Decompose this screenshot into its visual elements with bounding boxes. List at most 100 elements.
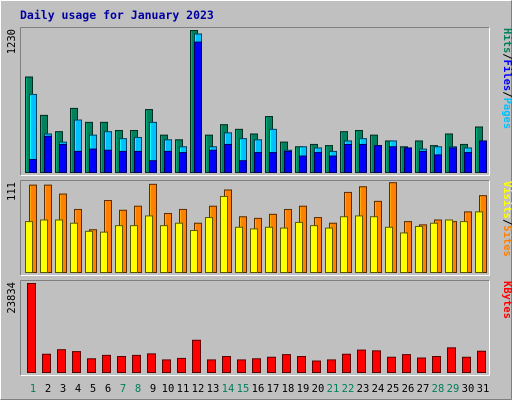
panel-visits-legend: Visits/Sites: [501, 181, 512, 257]
bar-visits-6: [100, 231, 108, 274]
bar-visits-20: [310, 225, 318, 273]
panel-visits-ymax-label: 111: [6, 182, 18, 201]
bar-kbytes-26: [402, 354, 411, 374]
x-tick-label-21: 21: [327, 383, 340, 395]
x-tick-label-3: 3: [60, 383, 66, 395]
bar-kbytes-16: [252, 358, 261, 373]
panel-hits-legend: Hits/Files/Pages: [501, 28, 512, 129]
x-tick-label-29: 29: [447, 383, 460, 395]
bar-files-13: [209, 149, 217, 174]
bar-kbytes-19: [297, 356, 306, 374]
bar-kbytes-14: [222, 356, 231, 374]
legend-sites: Sites: [501, 225, 512, 257]
x-tick-label-26: 26: [402, 383, 415, 395]
bar-visits-25: [385, 226, 393, 273]
x-tick-label-30: 30: [462, 383, 475, 395]
bar-kbytes-31: [477, 350, 486, 374]
bar-visits-5: [85, 230, 93, 274]
bar-files-24: [374, 145, 382, 174]
x-tick-label-18: 18: [282, 383, 295, 395]
bar-visits-19: [295, 221, 303, 273]
bar-visits-11: [175, 222, 183, 274]
bar-files-14: [224, 143, 232, 173]
panel-hits-ymax-label: 1230: [6, 29, 18, 54]
bar-kbytes-30: [462, 356, 471, 374]
bar-kbytes-8: [132, 354, 141, 373]
bar-files-25: [389, 146, 397, 173]
bar-kbytes-21: [327, 359, 336, 374]
bar-files-19: [299, 155, 307, 173]
bar-visits-23: [355, 215, 363, 273]
bar-files-9: [149, 160, 157, 173]
bar-files-18: [284, 150, 292, 173]
bar-files-7: [119, 150, 127, 173]
bar-visits-24: [370, 216, 378, 273]
bar-kbytes-23: [357, 349, 366, 374]
bar-visits-18: [280, 227, 288, 273]
bar-files-8: [134, 150, 142, 173]
bar-visits-28: [430, 222, 438, 274]
bar-files-4: [74, 150, 82, 173]
x-tick-label-4: 4: [75, 383, 81, 395]
legend-kbytes: KBytes: [501, 281, 512, 319]
bar-visits-14: [220, 195, 228, 273]
bar-kbytes-28: [432, 356, 441, 374]
bar-visits-8: [130, 225, 138, 273]
bar-files-10: [164, 150, 172, 173]
legend-visits: Visits: [501, 181, 512, 219]
bar-files-2: [44, 135, 52, 174]
bar-kbytes-5: [87, 358, 96, 373]
bar-visits-31: [475, 211, 483, 273]
bar-kbytes-18: [282, 354, 291, 374]
panel-hits: [20, 27, 490, 176]
bar-visits-16: [250, 228, 258, 274]
x-tick-label-9: 9: [150, 383, 156, 395]
bar-visits-22: [340, 216, 348, 273]
bar-files-3: [59, 143, 67, 173]
panel-kbytes-legend: KBytes: [501, 281, 512, 319]
bar-visits-1: [25, 221, 33, 273]
bar-files-20: [314, 152, 322, 173]
bar-kbytes-13: [207, 359, 216, 374]
x-tick-label-13: 13: [207, 383, 220, 395]
x-tick-label-19: 19: [297, 383, 310, 395]
bar-kbytes-3: [57, 349, 66, 373]
bar-files-12: [194, 41, 202, 173]
x-tick-label-14: 14: [222, 383, 235, 395]
bar-kbytes-2: [42, 353, 51, 373]
x-tick-label-31: 31: [477, 383, 490, 395]
bar-kbytes-17: [267, 356, 276, 374]
bar-kbytes-11: [177, 357, 186, 374]
legend-separator: /: [501, 91, 512, 97]
x-tick-label-11: 11: [177, 383, 190, 395]
legend-separator: /: [501, 53, 512, 59]
bar-visits-9: [145, 215, 153, 273]
bar-visits-3: [55, 219, 63, 273]
bar-kbytes-12: [192, 339, 201, 374]
x-tick-label-2: 2: [45, 383, 51, 395]
x-tick-label-8: 8: [135, 383, 141, 395]
bar-visits-4: [70, 222, 78, 274]
bar-files-23: [359, 143, 367, 173]
bar-visits-21: [325, 227, 333, 273]
bar-kbytes-10: [162, 359, 171, 374]
bar-visits-12: [190, 230, 198, 273]
bar-visits-17: [265, 226, 273, 273]
bar-files-1: [29, 159, 37, 174]
x-tick-label-16: 16: [252, 383, 265, 395]
x-tick-label-20: 20: [312, 383, 325, 395]
bar-kbytes-6: [102, 354, 111, 373]
x-tick-label-10: 10: [162, 383, 175, 395]
bar-kbytes-25: [387, 356, 396, 374]
bar-kbytes-9: [147, 353, 156, 374]
bar-files-29: [449, 147, 457, 173]
bar-visits-29: [445, 219, 453, 273]
panel-kbytes-ymax-label: 23834: [6, 282, 18, 314]
legend-files: Files: [501, 60, 512, 92]
legend-separator: /: [501, 219, 512, 225]
bar-files-5: [89, 148, 97, 174]
x-tick-label-6: 6: [105, 383, 111, 395]
bar-files-21: [329, 155, 337, 173]
